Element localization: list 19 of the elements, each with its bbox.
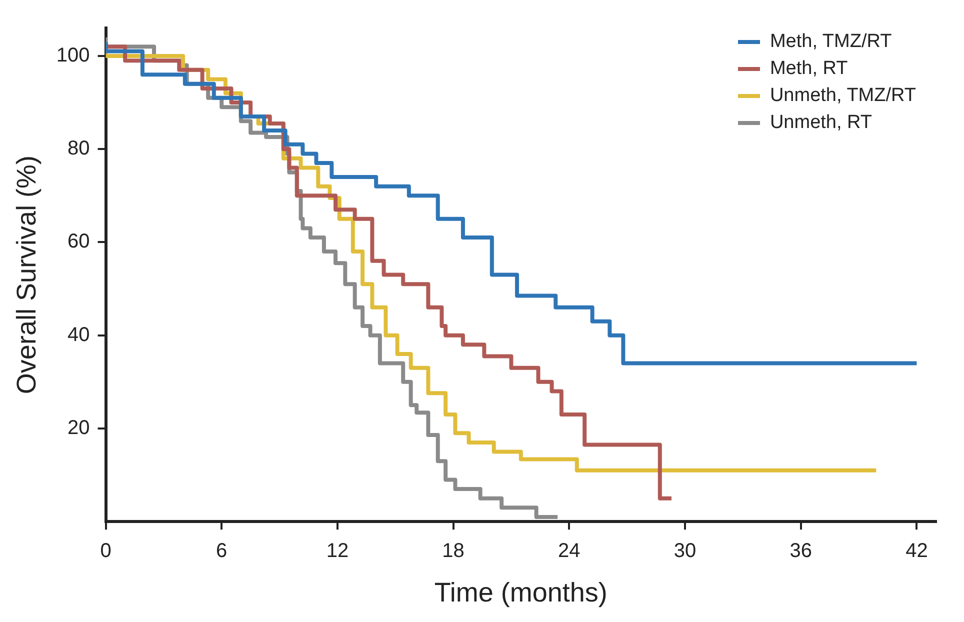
x-tick-label: 36 <box>790 540 812 562</box>
y-axis-title: Overall Survival (%) <box>12 156 42 394</box>
y-tick-label: 60 <box>68 230 90 253</box>
x-tick-label: 6 <box>216 540 228 562</box>
y-tick-label: 80 <box>68 138 90 160</box>
y-tick-label: 40 <box>68 324 90 346</box>
x-tick-label: 30 <box>674 540 696 562</box>
x-tick-label: 18 <box>442 540 464 562</box>
legend-label: Unmeth, RT <box>770 111 872 135</box>
y-tick-label: 20 <box>68 416 90 439</box>
legend-label: Unmeth, TMZ/RT <box>770 84 916 108</box>
x-tick-label: 0 <box>100 540 112 562</box>
x-axis-title: Time (months) <box>434 577 608 608</box>
y-tick-label: 100 <box>56 44 90 66</box>
x-tick-label: 42 <box>906 540 928 562</box>
x-tick-label: 12 <box>326 540 349 562</box>
legend-label: Meth, RT <box>770 57 848 81</box>
legend-label: Meth, TMZ/RT <box>770 30 892 54</box>
x-tick-label: 24 <box>558 540 580 562</box>
